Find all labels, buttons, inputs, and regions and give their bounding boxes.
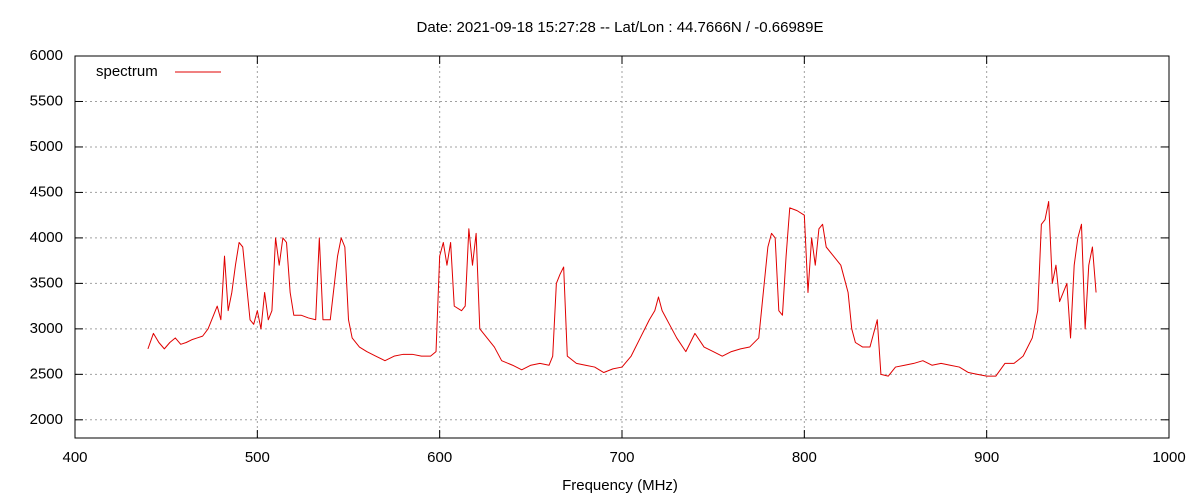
y-tick-label: 5000 bbox=[30, 138, 63, 155]
legend-label: spectrum bbox=[96, 63, 158, 80]
spectrum-line bbox=[147, 201, 1097, 377]
y-tick-label: 2000 bbox=[30, 411, 63, 428]
y-tick-label: 3500 bbox=[30, 274, 63, 291]
x-axis-label: Frequency (MHz) bbox=[562, 477, 678, 494]
x-tick-label: 900 bbox=[974, 449, 999, 466]
x-tick-label: 800 bbox=[792, 449, 817, 466]
x-tick-label: 400 bbox=[62, 449, 87, 466]
y-tick-label: 4500 bbox=[30, 183, 63, 200]
y-tick-label: 3000 bbox=[30, 320, 63, 337]
y-tick-label: 4000 bbox=[30, 229, 63, 246]
y-tick-label: 6000 bbox=[30, 47, 63, 64]
y-tick-label: 5500 bbox=[30, 92, 63, 109]
x-tick-label: 600 bbox=[427, 449, 452, 466]
x-tick-label: 1000 bbox=[1152, 449, 1185, 466]
plot-frame bbox=[74, 55, 1170, 439]
chart-title: Date: 2021-09-18 15:27:28 -- Lat/Lon : 4… bbox=[417, 19, 824, 36]
x-tick-label: 700 bbox=[609, 449, 634, 466]
x-tick-label: 500 bbox=[245, 449, 270, 466]
y-tick-label: 2500 bbox=[30, 365, 63, 382]
